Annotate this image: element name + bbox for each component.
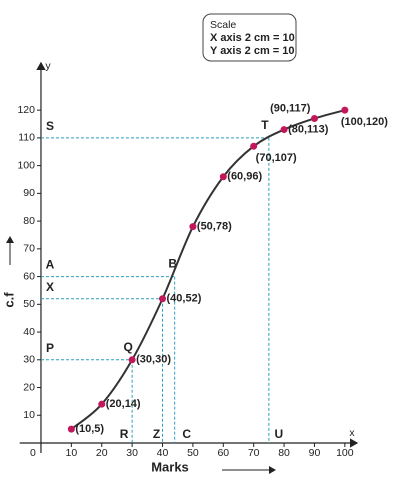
point-label: (60,96) — [227, 171, 262, 183]
y-tick-label: 100 — [17, 159, 35, 171]
y-tick-label: 50 — [23, 298, 35, 310]
guide-letter: U — [275, 427, 284, 441]
scale-title: Scale — [210, 19, 236, 31]
y-tick-label: 30 — [23, 354, 35, 366]
x-tick-label: 60 — [217, 447, 229, 459]
y-tick-label: 20 — [23, 381, 35, 393]
y-tick-label: 40 — [23, 326, 35, 338]
point-label: (70,107) — [256, 152, 297, 164]
point-label: (50,78) — [197, 221, 232, 233]
x-tick-label: 90 — [309, 447, 321, 459]
y-tick-label: 110 — [18, 132, 35, 144]
ogive-curve — [70, 109, 346, 430]
guide-letter: A — [46, 258, 55, 272]
guide-letter: T — [261, 118, 269, 132]
guide-letter: S — [46, 119, 54, 133]
x-axis-letter: x — [349, 427, 355, 439]
point-label: (30,30) — [136, 354, 171, 366]
x-tick-label: 0 — [30, 447, 36, 459]
data-point — [189, 223, 197, 231]
x-tick-label: 20 — [96, 447, 108, 459]
point-label: (40,52) — [167, 293, 202, 305]
y-tick-label: 70 — [23, 243, 35, 255]
scale-box — [202, 13, 297, 62]
data-point — [341, 106, 349, 114]
guide-letter: X — [46, 280, 54, 294]
y-axis-title: c.f — [1, 292, 16, 308]
data-point — [98, 400, 106, 408]
x-tick-label: 70 — [248, 447, 260, 459]
scale-line: X axis 2 cm = 10 — [210, 32, 295, 44]
guide-letter: Q — [123, 340, 132, 354]
point-label: (90,117) — [270, 102, 311, 114]
y-tick-label: 80 — [23, 215, 35, 227]
x-tick-label: 80 — [278, 447, 290, 459]
guide-letter: P — [46, 341, 54, 355]
data-point — [310, 114, 318, 122]
data-point — [280, 126, 288, 134]
x-tick-label: 40 — [157, 447, 169, 459]
y-tick-label: 90 — [23, 187, 35, 199]
x-tick-label: 50 — [187, 447, 199, 459]
y-tick-label: 120 — [17, 104, 35, 116]
y-axis-letter: y — [45, 60, 51, 72]
data-point — [219, 173, 227, 181]
point-label: (80,113) — [288, 123, 329, 135]
x-tick-label: 100 — [336, 447, 354, 459]
point-label: (10,5) — [75, 423, 104, 435]
point-label: (20,14) — [106, 398, 141, 410]
x-tick-label: 10 — [66, 447, 78, 459]
y-tick-label: 60 — [23, 270, 35, 282]
y-tick-label: 10 — [23, 409, 35, 421]
x-tick-label: 30 — [126, 447, 138, 459]
guide-letter: B — [168, 257, 177, 271]
data-point — [128, 356, 136, 364]
scale-line: Y axis 2 cm = 10 — [210, 45, 295, 57]
data-point — [67, 425, 75, 433]
x-axis-title: Marks — [151, 459, 189, 474]
guide-letter: C — [182, 427, 191, 441]
data-point — [250, 142, 258, 150]
guide-letter: R — [120, 427, 129, 441]
data-point — [159, 295, 167, 303]
point-label: (100,120) — [341, 116, 388, 128]
guide-letter: Z — [153, 427, 160, 441]
